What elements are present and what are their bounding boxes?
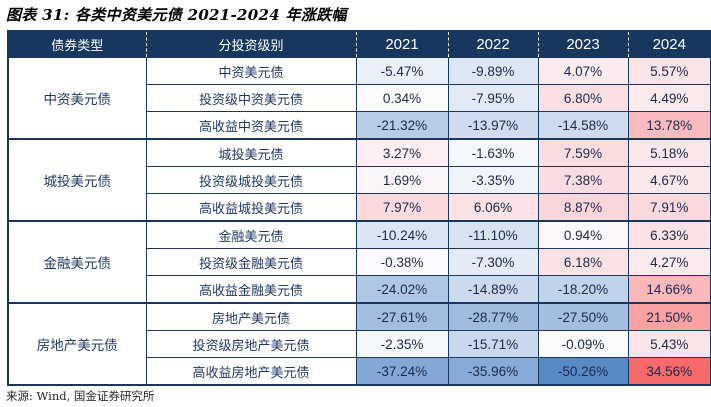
value-cell: 6.33% [627, 220, 711, 249]
grade-label-cell: 高收益金融美元债 [145, 275, 357, 304]
bond-type-cell: 房地产美元债 [7, 302, 147, 386]
table-row: 金融美元债 金融美元债 -10.24% -11.10% 0.94% 6.33% [7, 220, 711, 304]
grade-label-cell: 高收益中资美元债 [145, 111, 357, 140]
value-cell: 4.67% [627, 166, 711, 194]
value-cell: -35.96% [447, 357, 539, 386]
table-row: 房地产美元债 房地产美元债 -27.61% -28.77% -27.50% 21… [7, 302, 711, 386]
value-cell: -13.97% [447, 111, 539, 140]
value-cell: 5.43% [627, 330, 711, 358]
col-header-2022: 2022 [447, 31, 538, 58]
value-cell: -10.24% [355, 220, 449, 249]
col-header-2024: 2024 [627, 31, 711, 58]
grade-label-cell: 中资美元债 [145, 57, 357, 85]
figure-title: 图表 31: 各类中资美元债 2021-2024 年涨跌幅 [6, 6, 347, 24]
grade-label-cell: 投资级城投美元债 [145, 166, 357, 194]
value-cell: 0.34% [355, 84, 449, 112]
value-cell: 7.91% [627, 193, 711, 222]
value-cell: -18.20% [537, 275, 629, 304]
value-cell: 34.56% [627, 357, 711, 386]
value-cell: -27.61% [355, 302, 449, 331]
table-row: 投资级城投美元债 1.69% -3.35% 7.38% 4.67% [8, 166, 711, 194]
bond-type-cell: 中资美元债 [7, 57, 147, 140]
value-cell: 13.78% [627, 111, 711, 140]
value-cell: 5.18% [627, 138, 711, 167]
value-cell: 7.59% [537, 138, 629, 167]
value-cell: 6.80% [537, 84, 629, 112]
value-cell: -37.24% [355, 357, 449, 386]
value-cell: -24.02% [355, 275, 449, 304]
value-cell: 1.69% [355, 166, 449, 194]
value-cell: 8.87% [537, 193, 629, 222]
value-cell: 4.27% [627, 248, 711, 276]
value-cell: -27.50% [537, 302, 629, 331]
value-cell: 0.94% [537, 220, 629, 249]
table-row: 高收益城投美元债 7.97% 6.06% 8.87% 7.91% [8, 193, 711, 222]
table-row: 高收益金融美元债 -24.02% -14.89% -18.20% 14.66% [8, 275, 711, 304]
value-cell: -21.32% [355, 111, 449, 140]
source-note: 来源: Wind, 国金证券研究所 [6, 389, 155, 403]
value-cell: 7.97% [355, 193, 449, 222]
value-cell: 5.57% [627, 57, 711, 85]
value-cell: -2.35% [355, 330, 449, 358]
grade-label-cell: 高收益房地产美元债 [145, 357, 357, 386]
value-cell: -14.89% [447, 275, 539, 304]
value-cell: 4.07% [537, 57, 629, 85]
col-header-bond-type: 债券类型 [8, 31, 146, 58]
table-row: 城投美元债 城投美元债 3.27% -1.63% 7.59% 5.18% [7, 138, 711, 222]
grade-label-cell: 投资级中资美元债 [145, 84, 357, 112]
value-cell: -3.35% [447, 166, 539, 194]
value-cell: 7.38% [537, 166, 629, 194]
grade-label-cell: 高收益城投美元债 [145, 193, 357, 222]
col-header-2021: 2021 [355, 31, 448, 58]
value-cell: 21.50% [627, 302, 711, 331]
value-cell: -7.95% [447, 84, 539, 112]
value-cell: -11.10% [447, 220, 539, 249]
bond-returns-table: 债券类型 分投资级别 2021 2022 2023 2024 中资美元债 中资美… [7, 30, 711, 386]
value-cell: -0.38% [355, 248, 449, 276]
value-cell: 6.06% [447, 193, 539, 222]
col-header-grade: 分投资级别 [145, 31, 356, 58]
value-cell: 14.66% [627, 275, 711, 304]
grade-label-cell: 投资级房地产美元债 [145, 330, 357, 358]
grade-label-cell: 城投美元债 [145, 138, 357, 167]
grade-label-cell: 金融美元债 [145, 220, 357, 249]
bond-type-cell: 金融美元债 [7, 220, 147, 304]
value-cell: -1.63% [447, 138, 539, 167]
value-cell: 3.27% [355, 138, 449, 167]
table-row: 高收益房地产美元债 -37.24% -35.96% -50.26% 34.56% [8, 357, 711, 386]
value-cell: -5.47% [355, 57, 449, 85]
table-row: 高收益中资美元债 -21.32% -13.97% -14.58% 13.78% [8, 111, 711, 140]
value-cell: -15.71% [447, 330, 539, 358]
table-row: 投资级金融美元债 -0.38% -7.30% 6.18% 4.27% [8, 248, 711, 276]
col-header-2023: 2023 [537, 31, 628, 58]
header-row: 债券类型 分投资级别 2021 2022 2023 2024 [8, 31, 711, 58]
grade-label-cell: 房地产美元债 [145, 302, 357, 331]
bond-type-cell: 城投美元债 [7, 138, 147, 222]
value-cell: -0.09% [537, 330, 629, 358]
table-row: 投资级中资美元债 0.34% -7.95% 6.80% 4.49% [8, 84, 711, 112]
value-cell: 4.49% [627, 84, 711, 112]
value-cell: 6.18% [537, 248, 629, 276]
table-row: 中资美元债 中资美元债 -5.47% -9.89% 4.07% 5.57% [7, 57, 711, 140]
value-cell: -7.30% [447, 248, 539, 276]
value-cell: -9.89% [447, 57, 539, 85]
value-cell: -14.58% [537, 111, 629, 140]
value-cell: -28.77% [447, 302, 539, 331]
table-row: 投资级房地产美元债 -2.35% -15.71% -0.09% 5.43% [8, 330, 711, 358]
value-cell: -50.26% [537, 357, 629, 386]
grade-label-cell: 投资级金融美元债 [145, 248, 357, 276]
